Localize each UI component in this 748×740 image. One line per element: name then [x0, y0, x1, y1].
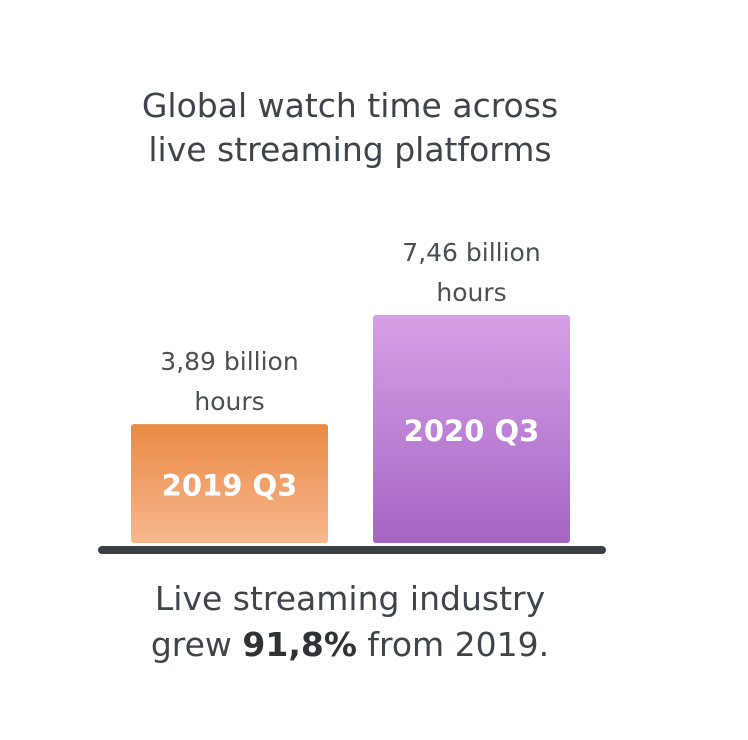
footer-line-1: Live streaming industry: [154, 579, 546, 618]
footer-line-2-pre: grew: [150, 625, 243, 664]
chart-footer: Live streaming industry grew 91,8% from …: [0, 576, 700, 668]
footer-line-2: grew 91,8% from 2019.: [0, 622, 700, 668]
footer-growth-value: 91,8%: [242, 625, 357, 664]
chart-baseline: [98, 546, 606, 554]
footer-line-2-post: from 2019.: [356, 625, 550, 664]
bar-value-label: hours: [194, 387, 264, 416]
bar-value-label: 3,89 billion: [160, 347, 298, 376]
bar-category-label: 2020 Q3: [404, 414, 540, 448]
chart-title: Global watch time across live streaming …: [0, 84, 700, 172]
bars-group: 2019 Q3 3,89 billion hours 2020 Q3 7,46 bill…: [131, 238, 570, 543]
bar-value-label: hours: [436, 278, 506, 307]
bar-2020-q3: [373, 315, 570, 543]
bar-category-label: 2019 Q3: [162, 469, 298, 503]
bar-value-label: 7,46 billion: [402, 238, 540, 267]
chart-title-line-1: Global watch time across: [141, 86, 559, 125]
bar-2019-q3: [131, 424, 328, 543]
chart-title-line-2: live streaming platforms: [148, 130, 552, 169]
